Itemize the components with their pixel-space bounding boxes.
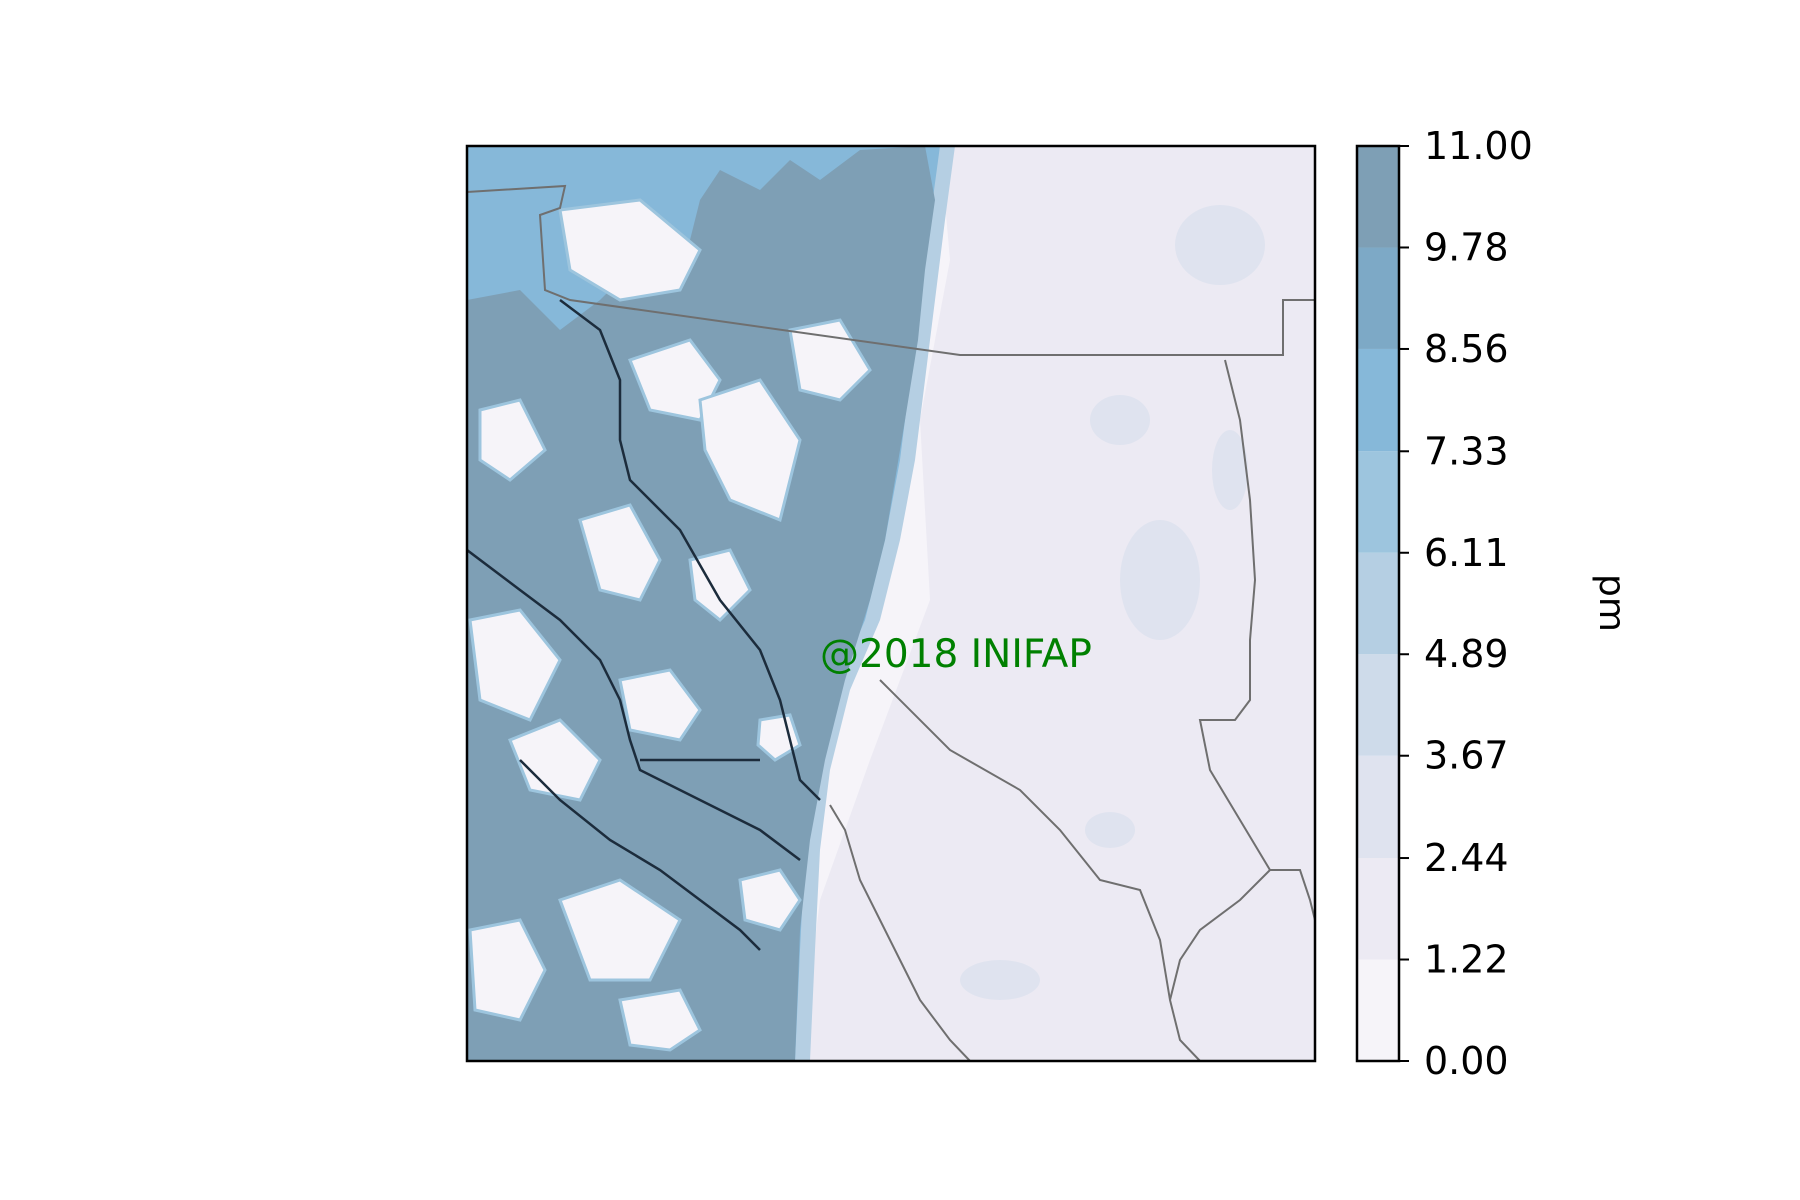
field-gap	[468, 608, 562, 722]
colorbar-band	[1357, 654, 1399, 756]
watermark-text: @2018 INIFAP	[820, 632, 1092, 677]
field-patch	[1085, 812, 1135, 848]
colorbar-band	[1357, 247, 1399, 349]
colorbar-tick-label: 11.00	[1424, 124, 1533, 168]
colorbar-label: pm	[1591, 574, 1632, 632]
map-panel: @2018 INIFAP	[465, 144, 1317, 1063]
colorbar-band	[1357, 755, 1399, 859]
field-gaps	[468, 198, 872, 1052]
field-gap	[508, 718, 602, 802]
coastline-west	[829, 804, 971, 1061]
field-gap	[558, 198, 702, 302]
field-patch	[1090, 395, 1150, 445]
border-east	[1198, 359, 1315, 921]
border-us-mexico	[467, 184, 1315, 356]
colorbar-tick-label: 8.56	[1424, 327, 1509, 371]
coastline-dark	[467, 299, 821, 951]
coastline-south	[519, 759, 761, 951]
map-frame	[465, 144, 1317, 1063]
colorbar-band	[1357, 146, 1399, 248]
colorbar-tick-label: 6.11	[1424, 531, 1509, 575]
coastline-baja	[559, 299, 821, 801]
field-low-band	[800, 146, 1315, 1061]
field-patch	[1175, 205, 1265, 285]
coastline-mainland	[467, 549, 801, 861]
field-gap	[578, 503, 662, 602]
field-patch	[960, 960, 1040, 1000]
colorbar-band	[1357, 858, 1399, 960]
field-patch	[1120, 520, 1200, 640]
colorbar-band	[1357, 348, 1399, 452]
colorbar-band	[1357, 552, 1399, 655]
colorbar-band	[1357, 451, 1399, 553]
colorbar-tick-label: 1.22	[1424, 938, 1509, 982]
field-gap	[738, 868, 802, 932]
field-gap	[468, 918, 547, 1022]
colorbar-tick-label: 2.44	[1424, 836, 1509, 880]
field-gap	[478, 398, 547, 482]
field-gap	[618, 668, 702, 742]
colorbar-ticks: 0.00 1.22 2.44 3.67 4.89 6.11 7.33 8.56 9.78 11.0…	[1399, 124, 1533, 1083]
field-gap	[558, 878, 682, 982]
colorbar-tick-label: 7.33	[1424, 429, 1509, 473]
field-gap	[698, 378, 802, 523]
colorbar-band	[1357, 959, 1399, 1061]
field-gap	[688, 548, 752, 623]
colorbar-tick-label: 3.67	[1424, 734, 1509, 778]
country-borders	[467, 184, 1315, 1061]
coastline-gulf	[1168, 869, 1271, 1061]
colorbar: 0.00 1.22 2.44 3.67 4.89 6.11 7.33 8.56 9.78 11.0…	[1355, 124, 1632, 1083]
colorbar-tick-label: 9.78	[1424, 225, 1509, 269]
colorbar-tick-label: 0.00	[1424, 1039, 1509, 1083]
border-interior	[879, 679, 1171, 1001]
colorbar-bands	[1357, 146, 1399, 1061]
field-gap	[618, 988, 702, 1052]
colorbar-tick-label: 4.89	[1424, 632, 1509, 676]
precipitation-field	[467, 146, 1315, 1061]
colorbar-frame	[1355, 144, 1401, 1063]
field-patch	[1212, 430, 1248, 510]
